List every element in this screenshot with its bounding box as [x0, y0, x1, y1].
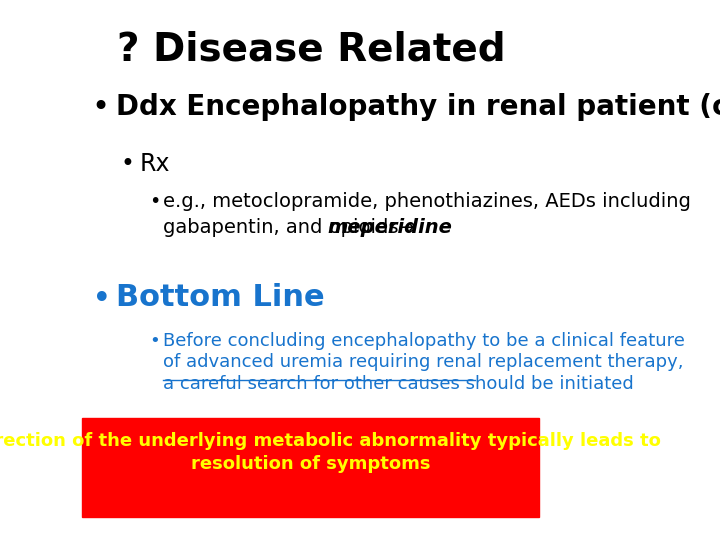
Text: Bottom Line: Bottom Line: [116, 284, 324, 313]
Text: gabapentin, and opioids→: gabapentin, and opioids→: [163, 218, 421, 237]
Text: Ddx Encephalopathy in renal patient (cont): Ddx Encephalopathy in renal patient (con…: [116, 93, 720, 121]
Text: •: •: [92, 93, 110, 122]
Text: •: •: [92, 284, 112, 316]
Text: ? Disease Related: ? Disease Related: [117, 31, 505, 69]
Text: meperidine: meperidine: [328, 218, 452, 237]
Text: a careful search for other causes should be initiated: a careful search for other causes should…: [163, 375, 634, 393]
Text: Rx: Rx: [140, 152, 170, 176]
Text: e.g., metoclopramide, phenothiazines, AEDs including: e.g., metoclopramide, phenothiazines, AE…: [163, 192, 691, 211]
Text: •: •: [149, 332, 160, 350]
Text: Before concluding encephalopathy to be a clinical feature: Before concluding encephalopathy to be a…: [163, 332, 685, 350]
FancyBboxPatch shape: [82, 418, 539, 517]
Text: •: •: [120, 152, 135, 176]
Text: resolution of symptoms: resolution of symptoms: [192, 455, 431, 474]
Text: Correction of the underlying metabolic abnormality typically leads to: Correction of the underlying metabolic a…: [0, 432, 662, 450]
Text: •: •: [149, 192, 161, 211]
Text: of advanced uremia requiring renal replacement therapy,: of advanced uremia requiring renal repla…: [163, 353, 684, 372]
